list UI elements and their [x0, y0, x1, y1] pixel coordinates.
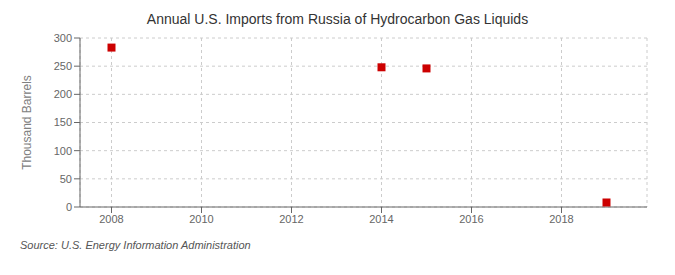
svg-text:2010: 2010: [189, 213, 213, 225]
svg-text:50: 50: [60, 173, 72, 185]
svg-text:200: 200: [54, 88, 72, 100]
svg-text:300: 300: [54, 32, 72, 44]
svg-text:2012: 2012: [279, 213, 303, 225]
svg-text:100: 100: [54, 145, 72, 157]
svg-text:0: 0: [66, 201, 72, 213]
svg-text:150: 150: [54, 116, 72, 128]
svg-text:250: 250: [54, 60, 72, 72]
svg-text:2008: 2008: [99, 213, 123, 225]
html-text:Annual U.S. Imports from Russi: Annual U.S. Imports from Russia of Hydro…: [146, 11, 529, 27]
svg-text:2018: 2018: [549, 213, 573, 225]
svg-text:Thousand Barrels: Thousand Barrels: [20, 75, 34, 170]
html-text:Source: U.S. Energy Informatio: Source: U.S. Energy Information Administ…: [20, 239, 251, 251]
svg-text:2014: 2014: [369, 213, 393, 225]
svg-text:2016: 2016: [459, 213, 483, 225]
